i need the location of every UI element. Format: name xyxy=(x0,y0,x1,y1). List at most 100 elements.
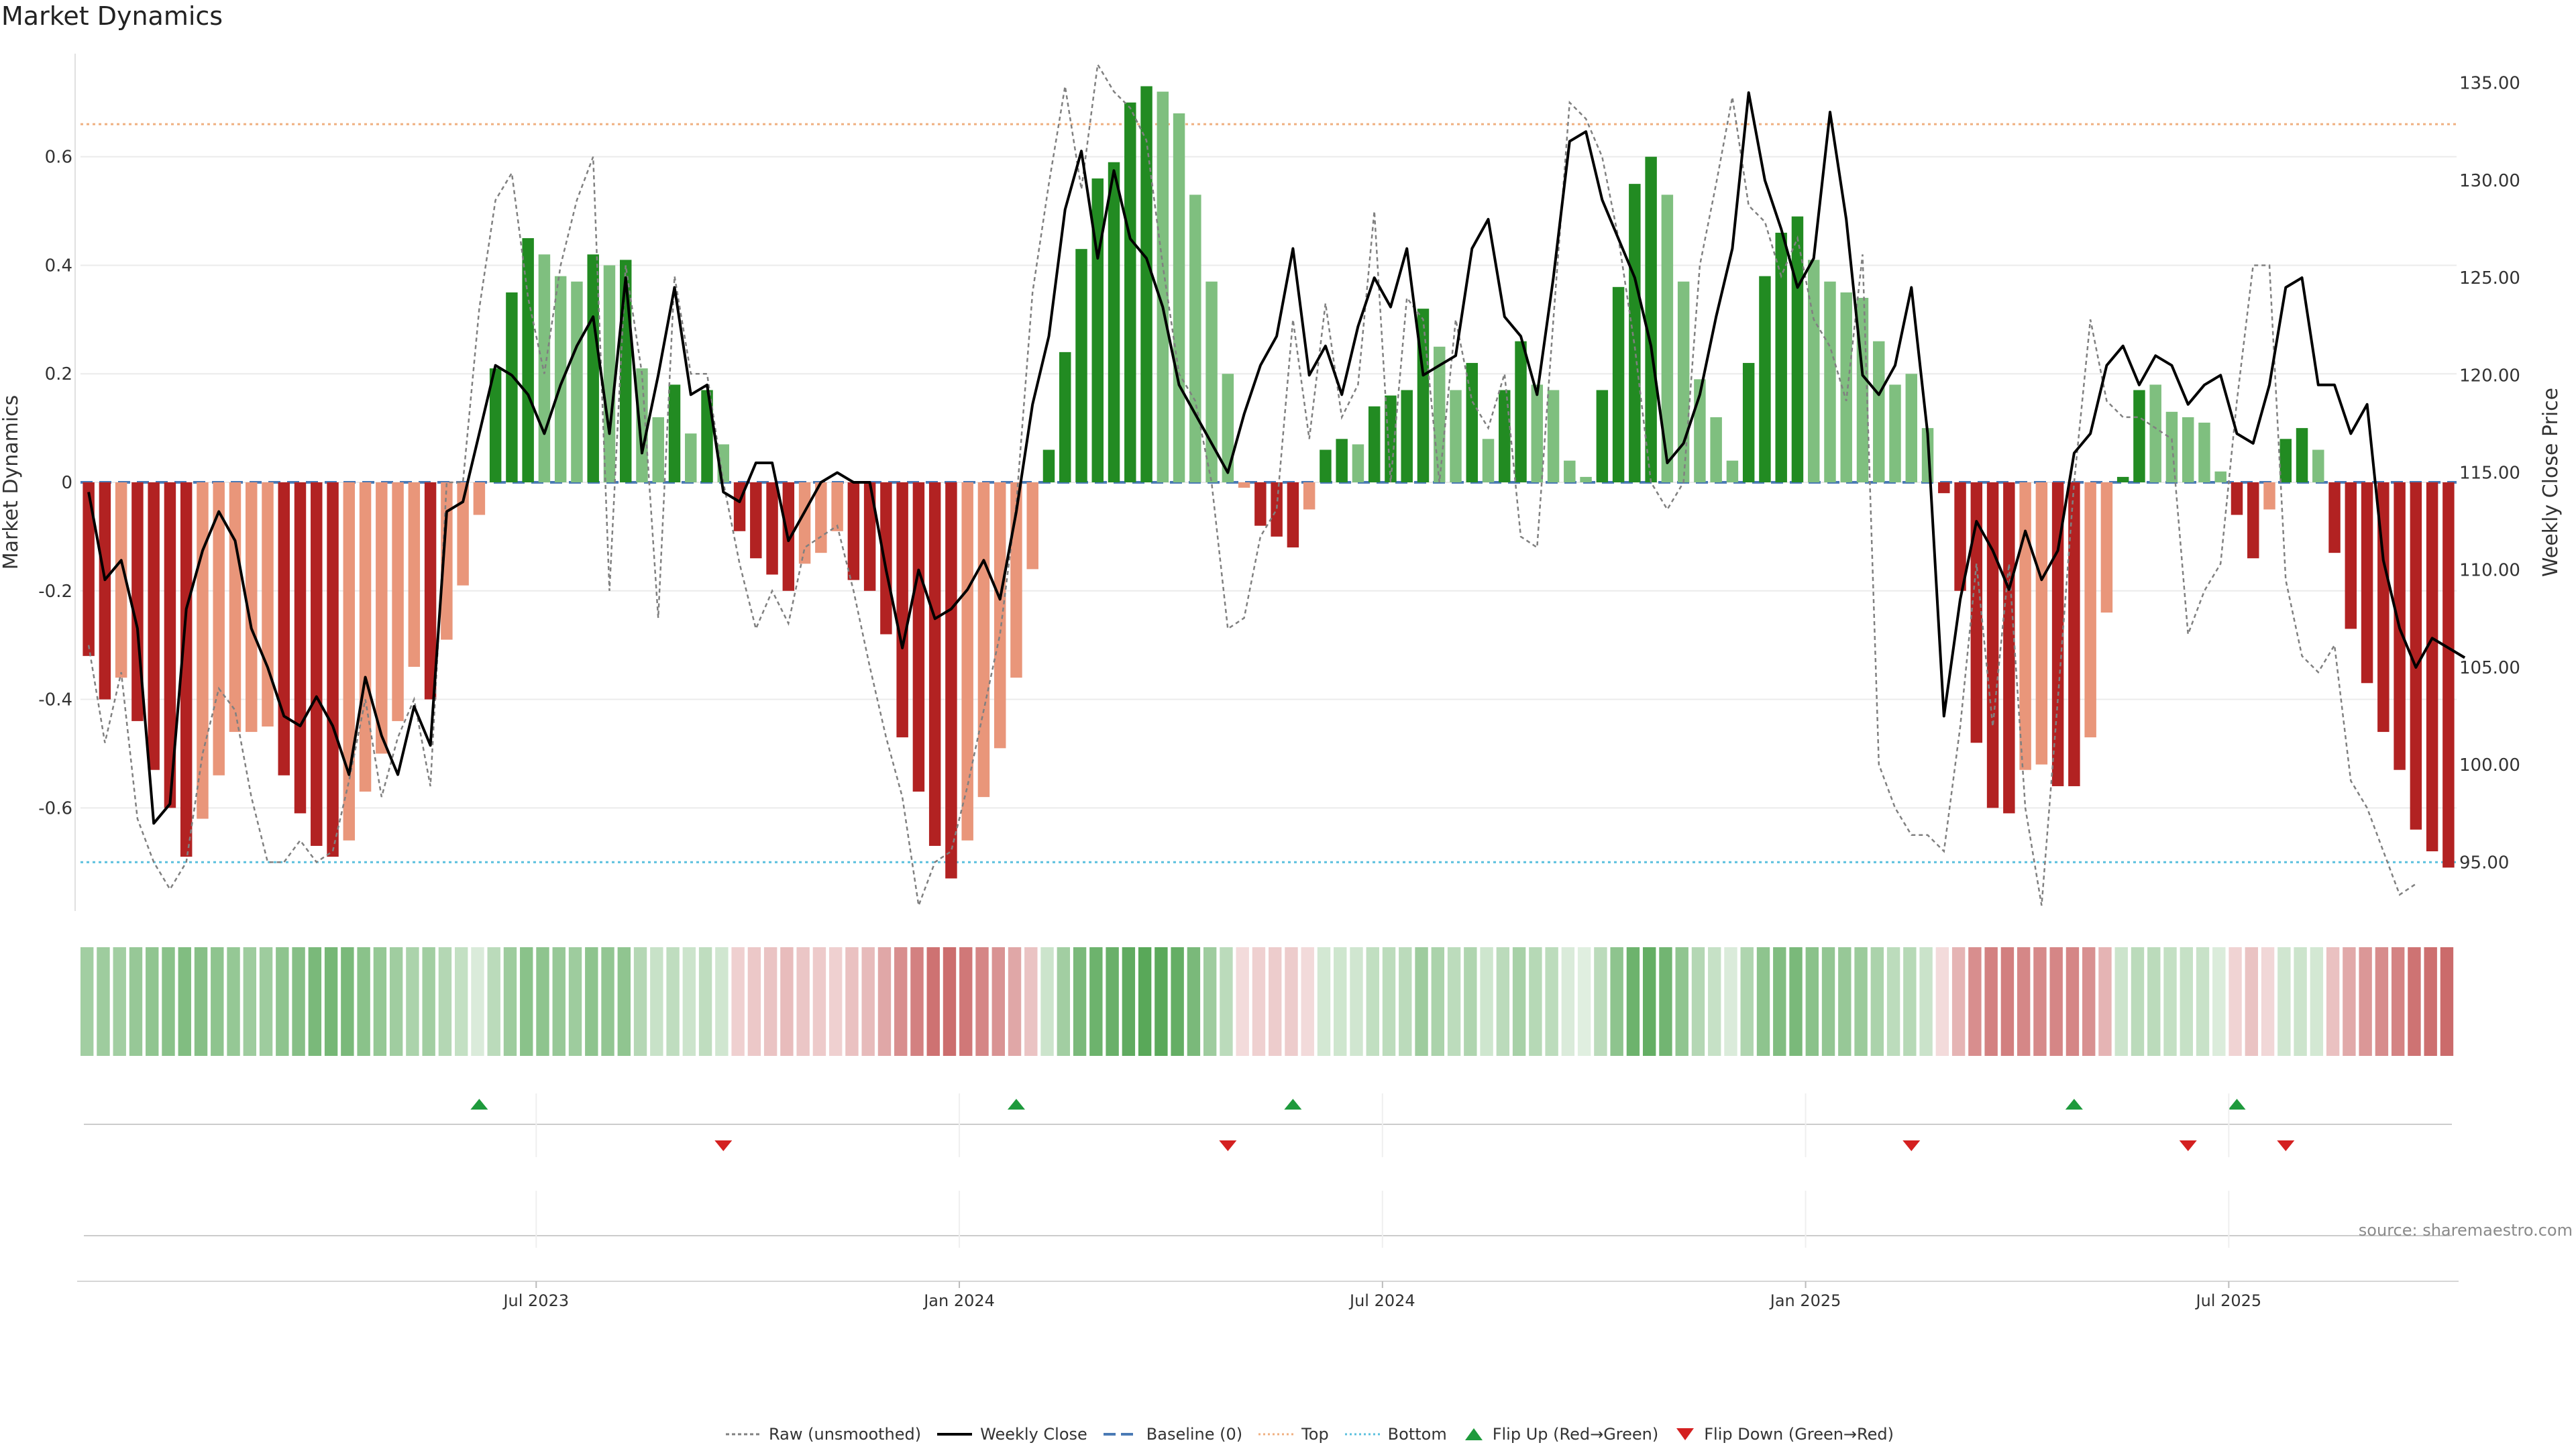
heat-cell xyxy=(780,947,794,1056)
y2-axis-label: Weekly Close Price xyxy=(2539,388,2563,577)
dynamics-bar xyxy=(441,482,453,640)
heat-cell xyxy=(1122,947,1136,1056)
legend-raw: Raw (unsmoothed) xyxy=(724,1425,921,1444)
dynamics-bar xyxy=(1986,482,1999,808)
heat-cell xyxy=(1399,947,1412,1056)
x-tick-label: Jul 2025 xyxy=(2195,1291,2262,1310)
heat-cell xyxy=(1252,947,1266,1056)
heat-cell xyxy=(1301,947,1314,1056)
dynamics-bar xyxy=(327,482,339,857)
heat-cell xyxy=(1577,947,1591,1056)
heat-cell xyxy=(308,947,322,1056)
heat-cell xyxy=(894,947,908,1056)
dynamics-bar xyxy=(1173,113,1185,483)
dynamics-bar xyxy=(636,368,648,482)
heat-cell xyxy=(1269,947,1282,1056)
heat-cell xyxy=(243,947,257,1056)
dynamics-bar xyxy=(945,482,957,879)
dynamics-bar xyxy=(847,482,860,580)
dynamics-bar xyxy=(798,482,811,564)
heat-cell xyxy=(1155,947,1168,1056)
heat-cell xyxy=(1040,947,1054,1056)
flip-up-marker xyxy=(470,1099,488,1110)
dynamics-bar xyxy=(343,482,356,841)
dynamics-bar xyxy=(376,482,388,754)
dynamics-bar xyxy=(115,482,127,678)
heat-cell xyxy=(2163,947,2177,1056)
heat-cell xyxy=(292,947,305,1056)
dynamics-bar xyxy=(245,482,258,733)
heat-cell xyxy=(1561,947,1575,1056)
heat-cell xyxy=(2180,947,2193,1056)
heat-cell xyxy=(520,947,533,1056)
dynamics-bar xyxy=(2296,428,2308,482)
dynamics-bar xyxy=(1091,178,1104,482)
heat-cell xyxy=(1903,947,1917,1056)
heat-cell xyxy=(2440,947,2454,1056)
dynamics-bar xyxy=(1368,406,1381,482)
heat-cell xyxy=(1756,947,1770,1056)
dynamics-bar xyxy=(1547,390,1560,482)
heat-cell xyxy=(1545,947,1558,1056)
legend-top: Top xyxy=(1257,1425,1329,1444)
heat-cell xyxy=(763,947,777,1056)
dynamics-bar xyxy=(1401,390,1413,482)
heat-cell xyxy=(633,947,647,1056)
heat-cell xyxy=(1447,947,1461,1056)
heat-cell xyxy=(959,947,973,1056)
heat-cell xyxy=(2424,947,2437,1056)
y2-tick-label: 95.00 xyxy=(2459,853,2509,873)
x-tick-label: Jan 2025 xyxy=(1769,1291,1841,1310)
heat-cell xyxy=(406,947,419,1056)
heat-cell xyxy=(2261,947,2275,1056)
flip-down-marker xyxy=(1219,1140,1237,1151)
dynamics-bar xyxy=(1612,286,1625,482)
dynamics-bar xyxy=(2263,482,2275,510)
dynamics-bar xyxy=(1807,260,1820,482)
heat-cell xyxy=(568,947,582,1056)
dynamics-bar xyxy=(311,482,323,846)
heat-cell xyxy=(1073,947,1087,1056)
dynamics-bar xyxy=(1303,482,1316,510)
heat-cell xyxy=(503,947,517,1056)
dynamics-bar xyxy=(473,482,486,515)
heat-cell xyxy=(2033,947,2047,1056)
dynamics-bar xyxy=(1531,384,1544,482)
heat-cell xyxy=(552,947,566,1056)
heat-cell xyxy=(1512,947,1526,1056)
heat-cell xyxy=(2359,947,2372,1056)
dynamics-bar xyxy=(766,482,778,575)
dynamics-bar xyxy=(571,281,583,482)
dynamics-bar xyxy=(2443,482,2455,868)
heat-cell xyxy=(2212,947,2226,1056)
flip-down-marker xyxy=(2277,1140,2295,1151)
heat-cell xyxy=(2343,947,2356,1056)
dynamics-bar xyxy=(1742,363,1755,482)
dynamics-bar xyxy=(1352,444,1364,482)
heat-cell xyxy=(991,947,1005,1056)
dynamics-bar xyxy=(2345,482,2357,629)
dynamics-bar xyxy=(424,482,437,700)
heat-cell xyxy=(2049,947,2063,1056)
heat-cell xyxy=(975,947,989,1056)
dynamics-bar xyxy=(831,482,843,531)
flip-up-marker xyxy=(2065,1099,2083,1110)
heat-cell xyxy=(796,947,810,1056)
dynamics-bar xyxy=(1222,374,1234,482)
dynamics-bar xyxy=(408,482,421,667)
heat-cell xyxy=(1106,947,1119,1056)
heat-cell xyxy=(487,947,500,1056)
heat-cell xyxy=(2114,947,2128,1056)
legend-baseline: Baseline (0) xyxy=(1102,1425,1242,1444)
heat-cell xyxy=(861,947,875,1056)
dynamics-bar xyxy=(1254,482,1267,526)
dynamics-bar xyxy=(1775,232,1787,482)
dynamics-bar xyxy=(457,482,469,586)
dynamics-bar xyxy=(1271,482,1283,537)
flip-up-marker xyxy=(1007,1099,1025,1110)
y-tick-label: 0.6 xyxy=(45,148,72,168)
heat-cell xyxy=(1659,947,1672,1056)
heat-cell xyxy=(178,947,191,1056)
heat-cell xyxy=(666,947,680,1056)
dynamics-bar xyxy=(863,482,876,591)
